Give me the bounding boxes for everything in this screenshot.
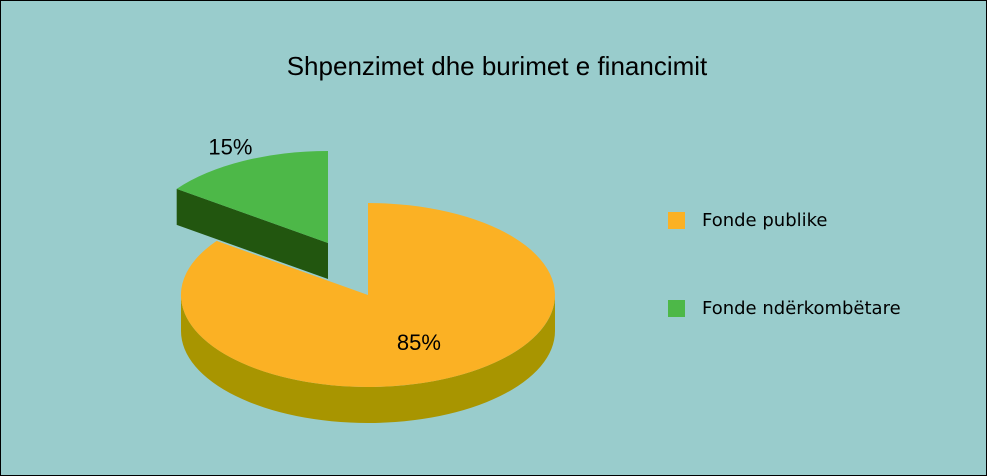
legend-swatch [668, 212, 685, 229]
value-label: 15% [208, 135, 252, 160]
slice-side [181, 295, 555, 423]
slice [180, 203, 555, 387]
slice-face [176, 188, 328, 279]
legend-swatch [668, 300, 685, 317]
legend-label: Fonde ndërkombëtare [702, 298, 901, 319]
value-label: 85% [397, 330, 441, 355]
slice [176, 151, 328, 243]
legend-label: Fonde publike [702, 210, 827, 231]
chart-title: Shpenzimet dhe burimet e financimit [287, 51, 708, 81]
